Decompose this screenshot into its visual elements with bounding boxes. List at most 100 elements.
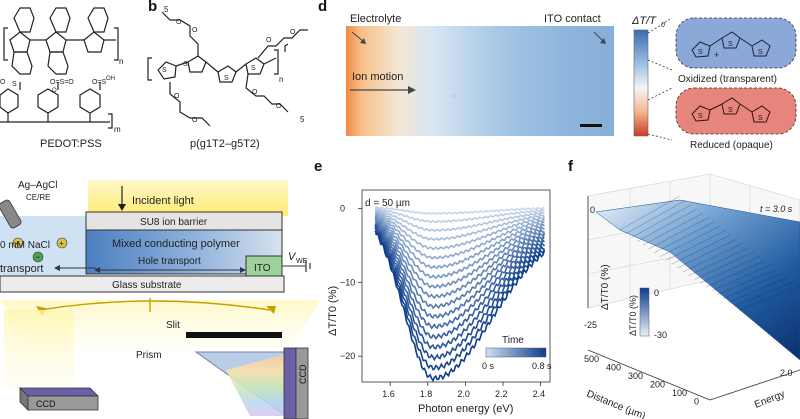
panel-e-series-line xyxy=(374,218,545,300)
svg-text:+: + xyxy=(714,50,719,60)
panel-e-xtick: 1.6 xyxy=(382,389,395,399)
ccd-left-label: CCD xyxy=(36,399,56,409)
panel-label-e: e xyxy=(314,158,323,175)
panel-e-series-line xyxy=(374,211,546,251)
panel-e-xtick: 2.0 xyxy=(457,389,470,399)
panel-label-f: f xyxy=(568,158,573,175)
panel-e-series-line xyxy=(374,221,546,310)
ag-agcl-electrode xyxy=(0,199,22,229)
panel-d-colorbar xyxy=(633,29,649,137)
electrolyte-label: 0 mM NaCl xyxy=(0,240,50,251)
svg-text:S: S xyxy=(183,61,188,68)
panel-e-series-line xyxy=(374,230,546,372)
svg-text:S: S xyxy=(758,49,763,56)
panel-e-legend-bar xyxy=(485,347,547,358)
svg-text:S: S xyxy=(728,41,733,48)
panel-d-colorbar-sub: 0 xyxy=(661,22,665,29)
panel-e-xtick: 2.4 xyxy=(533,389,546,399)
panel-e-ytick: −10 xyxy=(340,277,355,287)
svg-text:O=S: O=S xyxy=(92,79,107,86)
svg-text:S: S xyxy=(698,113,703,120)
panel-f-xtick: 500 xyxy=(584,354,599,364)
scale-bar xyxy=(580,124,602,127)
panel-e-series-line xyxy=(374,224,546,350)
svg-text:S: S xyxy=(12,81,17,88)
panel-e-series-line xyxy=(374,205,545,215)
electrolyte-edge-label: Electrolyte xyxy=(350,13,401,25)
svg-text:O: O xyxy=(266,37,272,44)
pedot-subscript-n: n xyxy=(119,57,123,66)
panel-e-series-line xyxy=(374,213,545,270)
panel-label-b: b xyxy=(148,0,158,15)
panel-e-series-line xyxy=(374,215,545,280)
panel-e-series-line xyxy=(374,208,545,233)
panel-e-xlabel: Photon energy (eV) xyxy=(418,403,513,415)
ptt-subscript-n: n xyxy=(279,75,283,84)
incident-light-label: Incident light xyxy=(132,195,194,207)
p-g1t2-g5t2-label: p(g1T2–g5T2) xyxy=(190,138,260,150)
oxidized-label: Oxidized (transparent) xyxy=(678,74,777,85)
prism-label: Prism xyxy=(136,350,162,361)
panel-f-xtick: 400 xyxy=(606,363,621,373)
panel-e-xtick: 1.8 xyxy=(420,389,433,399)
reduced-label: Reduced (opaque) xyxy=(690,140,773,150)
svg-text:O: O xyxy=(0,79,6,86)
panel-f-xlabel: Distance (µm) xyxy=(585,389,647,419)
panel-e-xtick: 2.2 xyxy=(495,389,508,399)
svg-text:O: O xyxy=(192,27,198,34)
ion-transport-label: transport xyxy=(0,263,43,275)
svg-text:OH: OH xyxy=(106,76,115,82)
oxidized-state-box xyxy=(675,17,797,69)
panel-f-surface xyxy=(595,199,800,361)
panel-f-colorbar-max: 0 xyxy=(654,288,659,298)
svg-text:S: S xyxy=(698,49,703,56)
panel-e-series-line xyxy=(374,226,545,362)
ion-motion-label: Ion motion xyxy=(352,71,403,83)
svg-text:+: + xyxy=(15,239,20,248)
panel-f-xtick: 0 xyxy=(694,397,699,407)
panel-e-ylabel: ΔT/T0 (%) xyxy=(327,286,339,336)
cation-icon xyxy=(56,237,68,249)
panel-e-series-line xyxy=(374,210,545,241)
panel-e-ytick: 0 xyxy=(340,203,345,213)
svg-text:−: − xyxy=(35,252,40,262)
panel-label-d: d xyxy=(318,0,328,15)
electrode-sub-label: CE/RE xyxy=(26,193,50,202)
vwe-label: V xyxy=(288,251,297,263)
panel-f-xtick: 100 xyxy=(672,388,687,398)
panel-f-colorbar xyxy=(639,287,650,337)
panel-e-series-line xyxy=(374,222,545,330)
incident-light-beam xyxy=(88,180,288,216)
panel-c-schematic: Incident light Ag–AgCl CE/RE SU8 ion bar… xyxy=(0,180,320,419)
panel-b-structure: S S S S O O O O O O O O 5 5 n p(g1T2–g5T2) xyxy=(147,5,308,150)
svg-text:O: O xyxy=(52,88,57,94)
panel-f-annotation: t = 3.0 s xyxy=(760,204,793,214)
ccd-right-sensor xyxy=(283,347,297,419)
svg-text:S: S xyxy=(251,65,256,72)
repeat-5-bottom: 5 xyxy=(300,115,305,124)
svg-text:O: O xyxy=(176,19,182,26)
svg-text:O: O xyxy=(290,29,296,36)
ito-label: ITO xyxy=(254,263,271,274)
panel-e-series-line xyxy=(375,233,546,383)
repeat-5-top: 5 xyxy=(164,5,169,14)
panel-e-legend-max: 0.8 s xyxy=(532,361,552,371)
reduced-state-box xyxy=(675,87,797,135)
panel-f-xtick: 300 xyxy=(628,371,643,381)
panel-e-annotation: d = 50 µm xyxy=(365,198,410,209)
cation-icon xyxy=(12,237,24,249)
panel-e-legend-min: 0 s xyxy=(482,361,495,371)
svg-text:O: O xyxy=(192,117,198,124)
ccd-left-sensor xyxy=(19,387,99,397)
svg-text:S: S xyxy=(224,75,229,82)
pss-subscript-m: m xyxy=(114,125,121,134)
panel-e-series-line xyxy=(374,222,546,320)
panel-e-chart: 1.6 1.8 2.0 2.2 2.4 0 −10 −20 d = 50 µm Photon … xyxy=(327,189,552,415)
panel-e-series-line xyxy=(374,216,545,289)
panel-f-chart: 0 -25 ΔT/T0 (%) t = 3.0 s 500 400 300 200 10… xyxy=(584,173,800,419)
svg-text:O: O xyxy=(276,103,282,110)
panel-d-figure: Electrolyte ITO contact Ion motion ΔT/T … xyxy=(346,13,797,150)
electrode-label: Ag–AgCl xyxy=(18,180,57,191)
panel-e-legend-title: Time xyxy=(502,335,524,346)
svg-text:O: O xyxy=(174,93,180,100)
